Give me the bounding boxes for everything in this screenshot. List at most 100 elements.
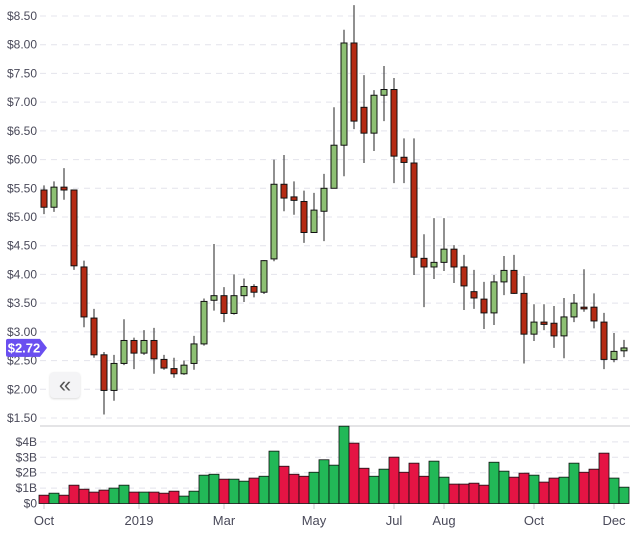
candle: [270, 159, 278, 262]
candle-body: [240, 285, 248, 297]
candle: [50, 181, 58, 212]
price-tick-label: $4.50: [7, 239, 37, 253]
candle: [100, 351, 108, 415]
price-tick-label: $5.00: [7, 210, 37, 224]
volume-bar: [308, 471, 320, 504]
candle-body: [480, 298, 488, 314]
candle: [160, 354, 168, 370]
candle-body: [530, 321, 538, 335]
candle-body: [430, 261, 438, 268]
volume-bar: [188, 490, 200, 504]
candle-body: [360, 106, 368, 134]
volume-bar: [218, 478, 230, 504]
candle: [330, 107, 338, 189]
time-tick-label: 2019: [125, 513, 154, 528]
volume-bar: [118, 484, 130, 504]
volume-bar: [338, 425, 350, 504]
volume-bar: [508, 476, 520, 504]
candle: [430, 218, 438, 280]
candle-body: [400, 156, 408, 163]
candle: [260, 260, 268, 294]
candle-body: [340, 42, 348, 146]
candle: [180, 360, 188, 375]
volume-bar: [578, 471, 590, 504]
volume-tick-label: $3B: [16, 450, 37, 464]
candle: [250, 284, 258, 298]
candle: [320, 173, 328, 242]
volume-bar: [48, 492, 60, 504]
volume-bar: [148, 491, 160, 504]
candle-body: [410, 162, 418, 258]
volume-bar: [598, 452, 610, 504]
candle-body: [300, 200, 308, 234]
candle: [460, 254, 468, 311]
volume-bar: [108, 487, 120, 504]
candle-body: [500, 269, 508, 283]
volume-bar: [408, 462, 420, 504]
candle-body: [610, 350, 618, 360]
time-tick-label: May: [302, 513, 327, 528]
scroll-back-button[interactable]: «: [50, 372, 80, 398]
volume-bar: [518, 472, 530, 504]
candle-body: [580, 306, 588, 310]
volume-bar: [58, 494, 70, 504]
volume-tick-label: $4B: [16, 435, 37, 449]
candle: [190, 335, 198, 370]
price-tick-label: $3.50: [7, 296, 37, 310]
price-tick-label: $3.00: [7, 325, 37, 339]
volume-bar: [618, 486, 630, 504]
volume-bar: [368, 475, 380, 504]
volume-bar: [608, 477, 620, 504]
volume-bar: [178, 495, 190, 504]
volume-tick-label: $0: [24, 497, 38, 511]
candle-body: [350, 42, 358, 122]
volume-bar: [158, 492, 170, 504]
time-tick-label: Oct: [34, 513, 55, 528]
candle: [70, 189, 78, 270]
candle-body: [620, 347, 628, 352]
candle-body: [90, 317, 98, 356]
candle-body: [110, 362, 118, 391]
candle: [280, 154, 288, 212]
volume-bar: [128, 491, 140, 504]
candle: [570, 293, 578, 323]
price-tick-label: $5.50: [7, 181, 37, 195]
volume-axis: $4B$3B $2B$1B $0: [16, 435, 38, 511]
current-price-tag: $2.72: [6, 338, 47, 357]
candle: [420, 234, 428, 308]
price-tick-label: $6.00: [7, 153, 37, 167]
volume-bar: [78, 488, 90, 504]
candle-body: [290, 196, 298, 201]
candle-body: [450, 248, 458, 268]
volume-bar: [488, 461, 500, 504]
volume-bar: [358, 467, 370, 504]
candle: [170, 357, 178, 378]
candle-body: [420, 257, 428, 268]
candle: [140, 330, 148, 355]
candle: [450, 245, 458, 284]
candle: [220, 287, 228, 323]
candle-body: [80, 266, 88, 318]
candle: [500, 256, 508, 296]
candle-body: [120, 339, 128, 364]
candle: [530, 304, 538, 342]
volume-bar: [328, 464, 340, 504]
volume-bar: [438, 476, 450, 504]
candle: [350, 5, 358, 130]
candle-body: [390, 89, 398, 157]
candle: [200, 298, 208, 346]
time-tick-label: Jul: [386, 513, 403, 528]
candle-body: [210, 295, 218, 301]
volume-bar: [258, 475, 270, 504]
candle: [510, 254, 518, 294]
candle-body: [540, 321, 548, 325]
price-tick-label: $6.50: [7, 124, 37, 138]
candle: [620, 339, 628, 358]
candle: [600, 312, 608, 370]
candle-body: [330, 144, 338, 189]
volume-bar: [378, 468, 390, 504]
volume-bar: [298, 475, 310, 504]
candle: [490, 275, 498, 325]
candle-body: [520, 292, 528, 335]
volume-bar: [418, 475, 430, 504]
